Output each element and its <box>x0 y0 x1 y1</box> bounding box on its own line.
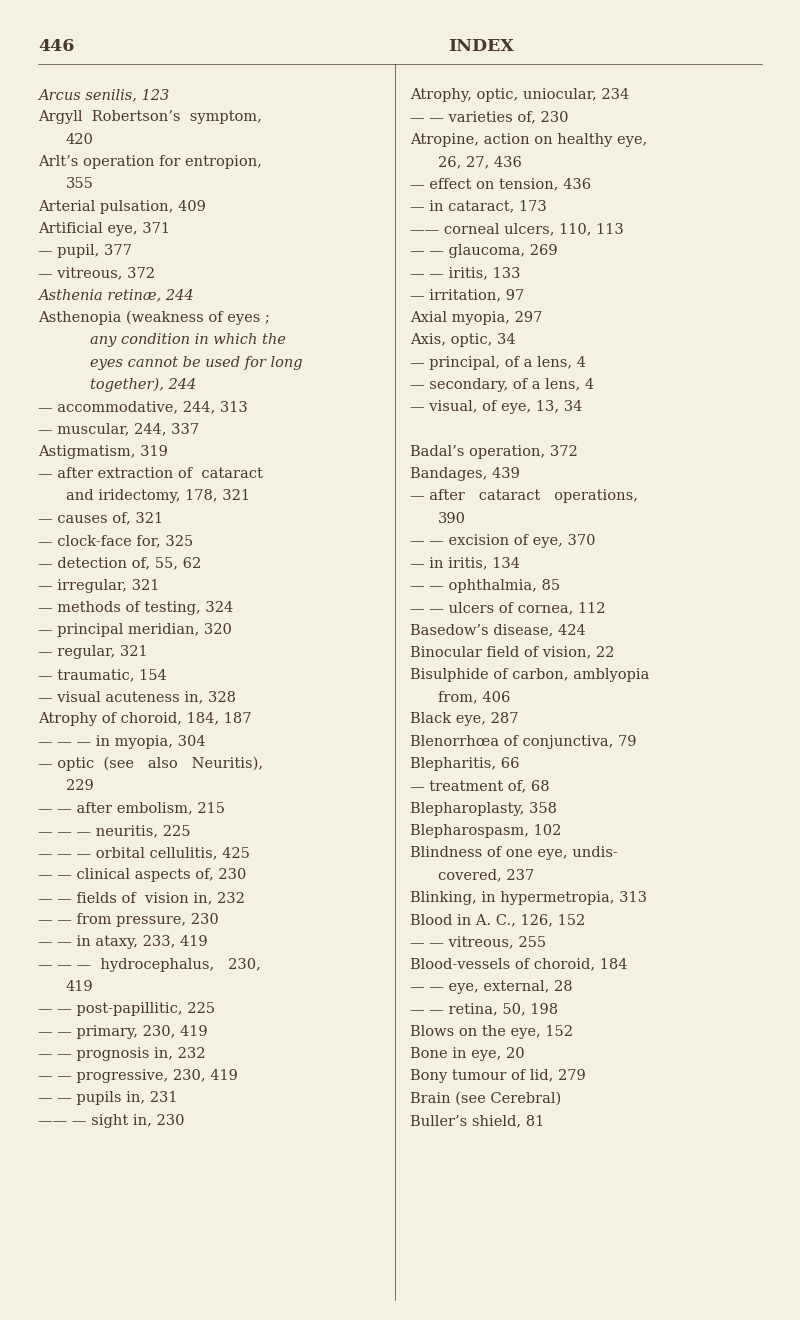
Text: 26, 27, 436: 26, 27, 436 <box>438 154 522 169</box>
Text: Axial myopia, 297: Axial myopia, 297 <box>410 312 542 325</box>
Text: Brain (see Cerebral): Brain (see Cerebral) <box>410 1092 562 1105</box>
Text: — — varieties of, 230: — — varieties of, 230 <box>410 111 569 124</box>
Text: — — progressive, 230, 419: — — progressive, 230, 419 <box>38 1069 238 1084</box>
Text: — in cataract, 173: — in cataract, 173 <box>410 199 546 214</box>
Text: — accommodative, 244, 313: — accommodative, 244, 313 <box>38 400 248 414</box>
Text: Arlt’s operation for entropion,: Arlt’s operation for entropion, <box>38 154 262 169</box>
Text: — — clinical aspects of, 230: — — clinical aspects of, 230 <box>38 869 246 883</box>
Text: — visual acuteness in, 328: — visual acuteness in, 328 <box>38 690 236 704</box>
Text: Arcus senilis, 123: Arcus senilis, 123 <box>38 88 170 102</box>
Text: — — after embolism, 215: — — after embolism, 215 <box>38 801 225 816</box>
Text: covered, 237: covered, 237 <box>438 869 534 883</box>
Text: Binocular field of vision, 22: Binocular field of vision, 22 <box>410 645 614 660</box>
Text: Astigmatism, 319: Astigmatism, 319 <box>38 445 168 459</box>
Text: — — — neuritis, 225: — — — neuritis, 225 <box>38 824 190 838</box>
Text: — — —  hydrocephalus,   230,: — — — hydrocephalus, 230, <box>38 958 261 972</box>
Text: 229: 229 <box>66 779 94 793</box>
Text: Blood in A. C., 126, 152: Blood in A. C., 126, 152 <box>410 913 586 927</box>
Text: — muscular, 244, 337: — muscular, 244, 337 <box>38 422 199 437</box>
Text: Blood-vessels of choroid, 184: Blood-vessels of choroid, 184 <box>410 958 627 972</box>
Text: — irritation, 97: — irritation, 97 <box>410 289 524 302</box>
Text: 446: 446 <box>38 38 74 55</box>
Text: 419: 419 <box>66 979 94 994</box>
Text: — optic  (see   also   Neuritis),: — optic (see also Neuritis), <box>38 756 263 771</box>
Text: — — from pressure, 230: — — from pressure, 230 <box>38 913 218 927</box>
Text: — — primary, 230, 419: — — primary, 230, 419 <box>38 1024 208 1039</box>
Text: 420: 420 <box>66 132 94 147</box>
Text: eyes cannot be used for long: eyes cannot be used for long <box>90 355 302 370</box>
Text: Badal’s operation, 372: Badal’s operation, 372 <box>410 445 578 459</box>
Text: Blenorrhœa of conjunctiva, 79: Blenorrhœa of conjunctiva, 79 <box>410 735 637 748</box>
Text: — — prognosis in, 232: — — prognosis in, 232 <box>38 1047 206 1061</box>
Text: INDEX: INDEX <box>448 38 514 55</box>
Text: — irregular, 321: — irregular, 321 <box>38 578 159 593</box>
Text: — regular, 321: — regular, 321 <box>38 645 148 660</box>
Text: Blinking, in hypermetropia, 313: Blinking, in hypermetropia, 313 <box>410 891 647 904</box>
Text: — — post-papillitic, 225: — — post-papillitic, 225 <box>38 1002 215 1016</box>
Text: Bisulphide of carbon, amblyopia: Bisulphide of carbon, amblyopia <box>410 668 650 682</box>
Text: — — retina, 50, 198: — — retina, 50, 198 <box>410 1002 558 1016</box>
Text: Atrophy of choroid, 184, 187: Atrophy of choroid, 184, 187 <box>38 713 251 726</box>
Text: Blindness of one eye, undis-: Blindness of one eye, undis- <box>410 846 618 861</box>
Text: Artificial eye, 371: Artificial eye, 371 <box>38 222 170 236</box>
Text: — causes of, 321: — causes of, 321 <box>38 512 163 525</box>
Text: Bone in eye, 20: Bone in eye, 20 <box>410 1047 525 1061</box>
Text: — pupil, 377: — pupil, 377 <box>38 244 132 259</box>
Text: — — fields of  vision in, 232: — — fields of vision in, 232 <box>38 891 245 904</box>
Text: Asthenopia (weakness of eyes ;: Asthenopia (weakness of eyes ; <box>38 312 270 326</box>
Text: — visual, of eye, 13, 34: — visual, of eye, 13, 34 <box>410 400 582 414</box>
Text: any condition in which the: any condition in which the <box>90 334 286 347</box>
Text: Blepharoplasty, 358: Blepharoplasty, 358 <box>410 801 557 816</box>
Text: — — in ataxy, 233, 419: — — in ataxy, 233, 419 <box>38 936 208 949</box>
Text: Bony tumour of lid, 279: Bony tumour of lid, 279 <box>410 1069 586 1084</box>
Text: together), 244: together), 244 <box>90 378 196 392</box>
Text: Basedow’s disease, 424: Basedow’s disease, 424 <box>410 623 586 638</box>
Text: —— corneal ulcers, 110, 113: —— corneal ulcers, 110, 113 <box>410 222 624 236</box>
Text: from, 406: from, 406 <box>438 690 510 704</box>
Text: Asthenia retinæ, 244: Asthenia retinæ, 244 <box>38 289 194 302</box>
Text: Buller’s shield, 81: Buller’s shield, 81 <box>410 1114 544 1127</box>
Text: Bandages, 439: Bandages, 439 <box>410 467 520 480</box>
Text: Axis, optic, 34: Axis, optic, 34 <box>410 334 516 347</box>
Text: — detection of, 55, 62: — detection of, 55, 62 <box>38 556 202 570</box>
Text: — secondary, of a lens, 4: — secondary, of a lens, 4 <box>410 378 594 392</box>
Text: — traumatic, 154: — traumatic, 154 <box>38 668 166 682</box>
Text: and iridectomy, 178, 321: and iridectomy, 178, 321 <box>66 490 250 503</box>
Text: —— — sight in, 230: —— — sight in, 230 <box>38 1114 185 1127</box>
Text: — principal meridian, 320: — principal meridian, 320 <box>38 623 232 638</box>
Text: 390: 390 <box>438 512 466 525</box>
Text: 355: 355 <box>66 177 94 191</box>
Text: Arterial pulsation, 409: Arterial pulsation, 409 <box>38 199 206 214</box>
Text: — after   cataract   operations,: — after cataract operations, <box>410 490 638 503</box>
Text: — — — in myopia, 304: — — — in myopia, 304 <box>38 735 206 748</box>
Text: — — — orbital cellulitis, 425: — — — orbital cellulitis, 425 <box>38 846 250 861</box>
Text: — — pupils in, 231: — — pupils in, 231 <box>38 1092 178 1105</box>
Text: Atrophy, optic, uniocular, 234: Atrophy, optic, uniocular, 234 <box>410 88 630 102</box>
Text: — vitreous, 372: — vitreous, 372 <box>38 267 155 280</box>
Text: Atropine, action on healthy eye,: Atropine, action on healthy eye, <box>410 132 647 147</box>
Text: Black eye, 287: Black eye, 287 <box>410 713 518 726</box>
Text: Blepharospasm, 102: Blepharospasm, 102 <box>410 824 562 838</box>
Text: — — glaucoma, 269: — — glaucoma, 269 <box>410 244 558 259</box>
Text: — clock-face for, 325: — clock-face for, 325 <box>38 535 194 548</box>
Text: Blepharitis, 66: Blepharitis, 66 <box>410 756 519 771</box>
Text: — after extraction of  cataract: — after extraction of cataract <box>38 467 263 480</box>
Text: — effect on tension, 436: — effect on tension, 436 <box>410 177 591 191</box>
Text: — methods of testing, 324: — methods of testing, 324 <box>38 601 234 615</box>
Text: — — iritis, 133: — — iritis, 133 <box>410 267 521 280</box>
Text: — in iritis, 134: — in iritis, 134 <box>410 556 520 570</box>
Text: — — ulcers of cornea, 112: — — ulcers of cornea, 112 <box>410 601 606 615</box>
Text: — treatment of, 68: — treatment of, 68 <box>410 779 550 793</box>
Text: — — excision of eye, 370: — — excision of eye, 370 <box>410 535 595 548</box>
Text: — — eye, external, 28: — — eye, external, 28 <box>410 979 573 994</box>
Text: — — vitreous, 255: — — vitreous, 255 <box>410 936 546 949</box>
Text: Argyll  Robertson’s  symptom,: Argyll Robertson’s symptom, <box>38 111 262 124</box>
Text: Blows on the eye, 152: Blows on the eye, 152 <box>410 1024 573 1039</box>
Text: — principal, of a lens, 4: — principal, of a lens, 4 <box>410 355 586 370</box>
Text: — — ophthalmia, 85: — — ophthalmia, 85 <box>410 578 560 593</box>
